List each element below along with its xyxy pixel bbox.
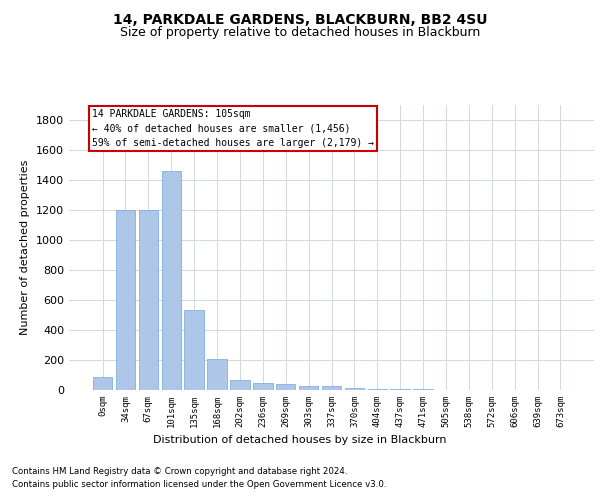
Bar bbox=[161, 171, 181, 390]
Bar bbox=[299, 386, 319, 390]
Bar bbox=[230, 380, 250, 390]
Bar bbox=[368, 388, 387, 390]
Bar bbox=[344, 388, 364, 390]
Text: Contains public sector information licensed under the Open Government Licence v3: Contains public sector information licen… bbox=[12, 480, 386, 489]
Text: Size of property relative to detached houses in Blackburn: Size of property relative to detached ho… bbox=[120, 26, 480, 39]
Bar bbox=[322, 386, 341, 390]
Bar bbox=[184, 310, 204, 390]
Bar bbox=[413, 389, 433, 390]
Text: Distribution of detached houses by size in Blackburn: Distribution of detached houses by size … bbox=[153, 435, 447, 445]
Bar bbox=[93, 376, 112, 390]
Text: Contains HM Land Registry data © Crown copyright and database right 2024.: Contains HM Land Registry data © Crown c… bbox=[12, 468, 347, 476]
Text: 14 PARKDALE GARDENS: 105sqm
← 40% of detached houses are smaller (1,456)
59% of : 14 PARKDALE GARDENS: 105sqm ← 40% of det… bbox=[92, 109, 374, 148]
Text: 14, PARKDALE GARDENS, BLACKBURN, BB2 4SU: 14, PARKDALE GARDENS, BLACKBURN, BB2 4SU bbox=[113, 12, 487, 26]
Bar bbox=[276, 384, 295, 390]
Y-axis label: Number of detached properties: Number of detached properties bbox=[20, 160, 31, 335]
Bar bbox=[208, 359, 227, 390]
Bar bbox=[139, 210, 158, 390]
Bar bbox=[116, 210, 135, 390]
Bar bbox=[253, 382, 272, 390]
Bar bbox=[391, 388, 410, 390]
